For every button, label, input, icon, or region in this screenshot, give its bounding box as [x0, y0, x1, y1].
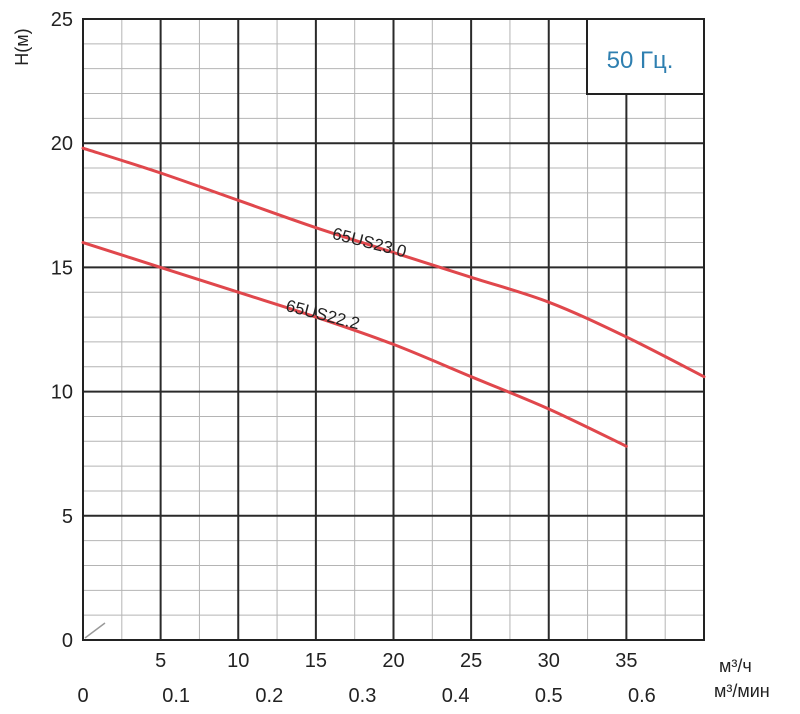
y-tick-label: 10	[51, 382, 73, 404]
y-axis-label: H(м)	[12, 28, 32, 65]
series-line-65US22.2	[81, 241, 628, 448]
series-label-65US22.2: 65US22.2	[284, 296, 362, 333]
badge-box	[586, 18, 705, 95]
x-secondary-tick-label: 0.3	[349, 685, 377, 707]
x-primary-tick-label: 15	[305, 650, 327, 672]
x-axis-secondary-unit: м³/мин	[714, 681, 770, 701]
x-primary-tick-label: 35	[615, 650, 637, 672]
x-secondary-tick-label: 0.6	[628, 685, 656, 707]
x-secondary-tick-label: 0	[77, 685, 88, 707]
y-tick-label: 15	[51, 257, 73, 279]
x-primary-tick-label: 10	[227, 650, 249, 672]
x-secondary-tick-label: 0.1	[162, 685, 190, 707]
x-secondary-tick-label: 0.2	[255, 685, 283, 707]
x-primary-tick-label: 5	[155, 650, 166, 672]
x-axis-secondary-ticks: 0 0.1 0.2 0.3 0.4 0.5 0.6	[77, 685, 655, 707]
plot-frame	[82, 18, 705, 641]
x-primary-tick-label: 20	[382, 650, 404, 672]
y-tick-label: 25	[51, 9, 73, 31]
y-axis-ticks: 0 5 10 15 20 25	[51, 9, 73, 652]
badge-text: 50 Гц.	[607, 47, 674, 74]
x-axis-primary-ticks: 5 10 15 20 25 30 35	[155, 650, 637, 672]
x-primary-tick-label: 25	[460, 650, 482, 672]
x-axis-primary-unit: м³/ч	[719, 656, 752, 676]
x-secondary-tick-label: 0.4	[442, 685, 470, 707]
x-primary-tick-label: 30	[538, 650, 560, 672]
series-line-65US23.0	[81, 146, 706, 379]
origin-diagonal-mark	[84, 622, 106, 639]
y-tick-label: 20	[51, 133, 73, 155]
series-label-65US23.0: 65US23.0	[330, 224, 408, 261]
y-tick-label: 0	[62, 630, 73, 652]
y-tick-label: 5	[62, 506, 73, 528]
x-secondary-tick-label: 0.5	[535, 685, 563, 707]
major-grid	[83, 19, 704, 640]
frequency-badge: 50 Гц.	[586, 18, 705, 95]
